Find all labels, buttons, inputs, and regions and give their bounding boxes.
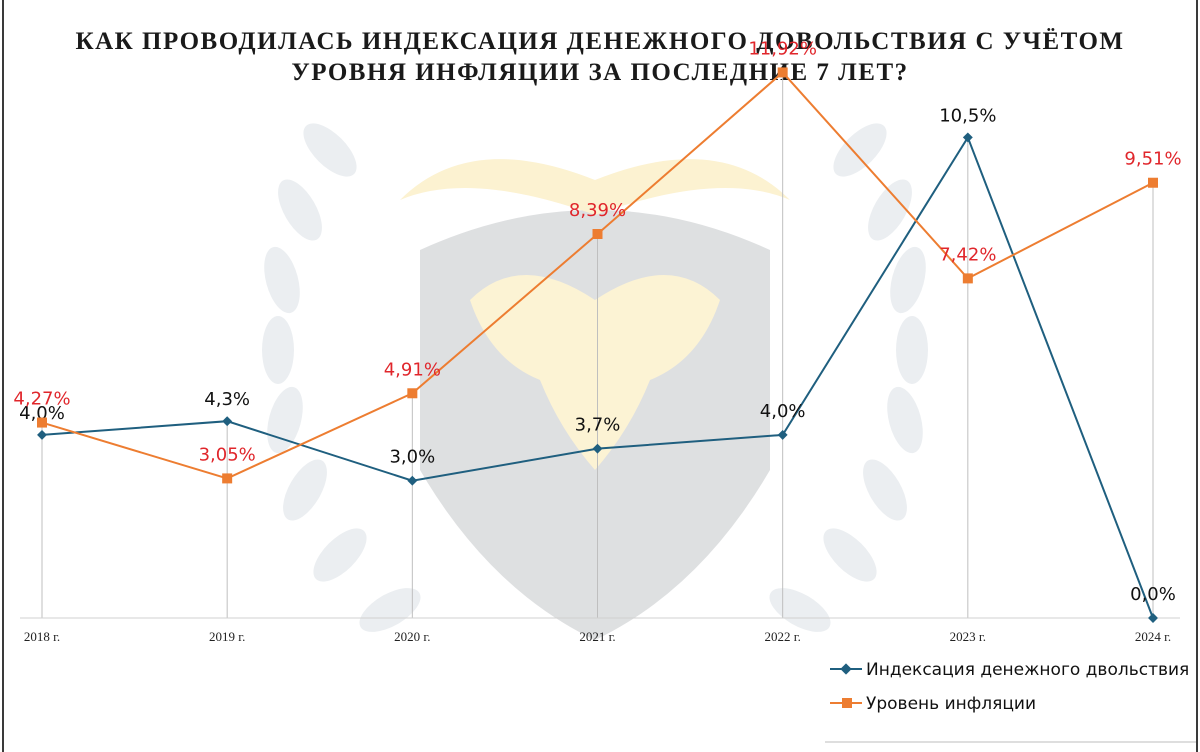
data-point — [777, 67, 788, 78]
data-label: 4,0% — [19, 403, 65, 424]
laurel-wreath-left — [262, 123, 421, 632]
data-label: 10,5% — [939, 105, 996, 126]
data-point — [222, 473, 233, 484]
data-label: 0,0% — [1130, 584, 1176, 605]
eagle-shape — [470, 275, 720, 470]
x-tick-label: 2024 г. — [1135, 629, 1171, 644]
data-point — [592, 443, 603, 454]
data-label: 3,0% — [389, 447, 435, 468]
data-point — [1148, 613, 1158, 623]
x-tick-label: 2022 г. — [764, 629, 800, 644]
chart-title-line-1: КАК ПРОВОДИЛАСЬ ИНДЕКСАЦИЯ ДЕНЕЖНОГО ДОВ… — [75, 28, 1125, 55]
data-point — [37, 417, 47, 428]
vertical-gridlines — [41, 72, 1154, 618]
data-point — [962, 273, 973, 284]
data-label: 4,0% — [760, 401, 806, 422]
legend-marker-indexation — [840, 663, 852, 675]
data-label: 11,92% — [748, 38, 817, 59]
legend: Индексация денежного двольствия Уровень … — [830, 660, 1189, 714]
data-label: 3,05% — [199, 444, 256, 465]
frame-left-border — [2, 0, 4, 752]
data-point — [962, 132, 973, 143]
x-tick-label: 2023 г. — [950, 629, 986, 644]
data-label: 8,39% — [569, 200, 626, 221]
x-tick-label: 2018 г. — [24, 629, 60, 644]
series-layer: 4,0%4,3%3,0%3,7%4,0%10,5%0,0%4,27%3,05%4… — [13, 38, 1182, 623]
data-point — [407, 475, 418, 486]
data-point — [777, 429, 788, 440]
data-label: 9,51% — [1124, 149, 1181, 170]
emblem-watermark — [262, 123, 928, 640]
legend-label-inflation: Уровень инфляции — [866, 694, 1036, 714]
series-0: 4,0% 4,3% 3,0% 3,7% 4,0% 10,5% 0,0% — [19, 105, 1176, 623]
data-point — [37, 429, 47, 440]
x-axis-ticks: 2018 г. 2019 г. 2020 г. 2021 г. 2022 г. 2023 … — [24, 629, 1171, 644]
x-tick-label: 2021 г. — [579, 629, 615, 644]
legend-label-indexation: Индексация денежного двольствия — [866, 660, 1189, 680]
data-point — [222, 416, 233, 427]
data-label: 3,7% — [575, 415, 621, 436]
data-label: 4,3% — [204, 389, 250, 410]
frame-right-border — [1196, 0, 1198, 752]
x-tick-label: 2019 г. — [209, 629, 245, 644]
data-point — [592, 228, 603, 239]
data-label: 4,91% — [384, 359, 441, 380]
data-label: 4,27% — [13, 389, 70, 410]
data-point — [407, 388, 418, 399]
x-tick-label: 2020 г. — [394, 629, 430, 644]
series-1: 4,27% 3,05% 4,91% 8,39% 11,92% 7,42% 9,51% — [13, 38, 1182, 484]
chart-title-line-2: УРОВНЯ ИНФЛЯЦИИ ЗА ПОСЛЕДНИЕ 7 ЛЕТ? — [291, 59, 909, 86]
chart-title: КАК ПРОВОДИЛАСЬ ИНДЕКСАЦИЯ ДЕНЕЖНОГО ДОВ… — [0, 26, 1200, 88]
data-label: 7,42% — [939, 244, 996, 265]
legend-marker-inflation — [842, 698, 852, 708]
ornament-scroll — [400, 159, 790, 215]
laurel-wreath-right — [769, 123, 928, 632]
data-point — [1148, 177, 1158, 188]
shield-shape — [420, 210, 770, 640]
